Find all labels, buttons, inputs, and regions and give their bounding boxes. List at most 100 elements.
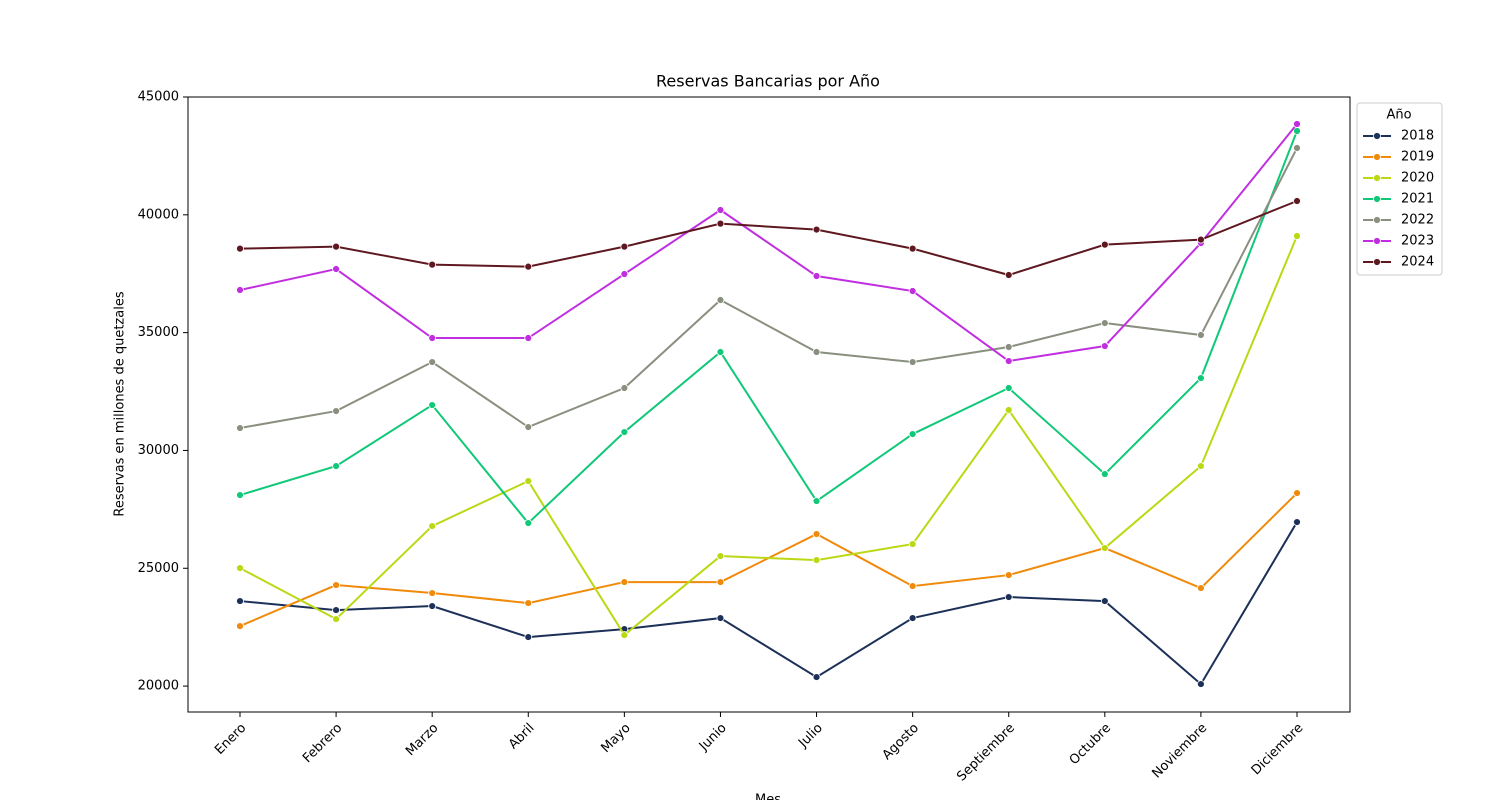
data-point — [1293, 144, 1301, 152]
data-point — [1100, 470, 1109, 478]
legend-marker — [1373, 174, 1381, 182]
data-point — [812, 556, 821, 564]
chart-title: Reservas Bancarias por Año — [656, 72, 880, 91]
data-point — [620, 631, 629, 639]
y-tick-label: 30000 — [138, 443, 179, 458]
y-tick-label: 25000 — [138, 561, 179, 576]
x-tick-label: Septiembre — [954, 721, 1018, 785]
data-point — [1004, 571, 1013, 579]
x-tick-label: Marzo — [403, 721, 441, 759]
series-line — [239, 130, 1298, 525]
data-point — [524, 262, 533, 271]
x-tick-label: Noviembre — [1149, 721, 1210, 782]
data-point — [524, 423, 533, 431]
data-point — [812, 348, 821, 356]
data-point — [1293, 518, 1301, 526]
legend-label: 2021 — [1401, 192, 1434, 207]
data-point — [332, 615, 340, 623]
data-point — [716, 578, 725, 586]
y-tick-label: 20000 — [138, 679, 179, 694]
data-point — [908, 582, 917, 590]
data-point — [1100, 319, 1109, 327]
data-point — [908, 540, 917, 548]
data-point — [908, 614, 917, 622]
legend-marker — [1373, 153, 1381, 161]
legend-label: 2023 — [1401, 234, 1434, 249]
data-point — [236, 491, 244, 499]
data-point — [1293, 197, 1301, 205]
legend-title: Año — [1386, 108, 1411, 123]
data-point — [428, 358, 437, 366]
data-point — [236, 622, 244, 630]
x-tick-label: Febrero — [300, 721, 345, 766]
data-point — [620, 428, 629, 436]
data-point — [1197, 462, 1205, 470]
x-axis-label: Mes — [755, 793, 781, 800]
data-point — [1004, 271, 1013, 279]
data-point — [812, 530, 821, 538]
data-point — [524, 633, 533, 641]
data-point — [620, 384, 629, 392]
data-point — [524, 477, 533, 485]
series-line — [239, 123, 1298, 363]
data-point — [620, 242, 629, 251]
data-point — [236, 564, 244, 572]
series-line — [239, 147, 1298, 430]
x-tick-label: Diciembre — [1249, 721, 1307, 779]
legend-label: 2022 — [1401, 213, 1434, 228]
x-tick-label: Octubre — [1067, 721, 1114, 768]
data-point — [236, 286, 244, 294]
data-point — [1004, 357, 1013, 365]
data-point — [1100, 240, 1109, 249]
data-point — [236, 244, 244, 253]
data-point — [428, 522, 437, 530]
data-point — [716, 348, 725, 356]
data-point — [1100, 597, 1109, 605]
data-point — [428, 602, 437, 610]
data-point — [1293, 489, 1301, 497]
data-point — [1004, 593, 1013, 601]
data-point — [524, 519, 533, 527]
data-point — [1197, 374, 1205, 382]
data-point — [1293, 120, 1301, 128]
x-tick-label: Agosto — [880, 721, 922, 763]
data-point — [332, 265, 340, 273]
data-point — [716, 552, 725, 560]
data-point — [908, 244, 917, 253]
data-point — [1100, 342, 1109, 350]
data-point — [812, 497, 821, 505]
data-point — [716, 206, 725, 214]
data-point — [716, 296, 725, 304]
data-point — [812, 673, 821, 681]
series-line — [239, 521, 1298, 686]
data-point — [332, 581, 340, 589]
data-point — [428, 589, 437, 597]
data-point — [812, 272, 821, 280]
data-point — [524, 599, 533, 607]
legend-marker — [1373, 216, 1381, 224]
data-point — [716, 614, 725, 622]
data-point — [908, 358, 917, 366]
data-point — [1100, 544, 1109, 552]
data-point — [332, 462, 340, 470]
y-tick-label: 35000 — [138, 325, 179, 340]
legend-marker — [1373, 195, 1381, 203]
data-point — [908, 287, 917, 295]
plot-frame — [187, 96, 1351, 713]
legend-label: 2019 — [1401, 150, 1434, 165]
legend-label: 2018 — [1401, 129, 1434, 144]
data-point — [1197, 235, 1205, 244]
data-point — [1293, 232, 1301, 240]
data-point — [332, 407, 340, 415]
data-point — [1197, 584, 1205, 592]
legend-box — [1356, 102, 1443, 276]
series-line — [239, 200, 1298, 277]
x-tick-label: Julio — [795, 721, 826, 752]
data-point — [908, 430, 917, 438]
data-point — [332, 606, 340, 614]
x-tick-label: Enero — [212, 721, 249, 758]
data-point — [1197, 680, 1205, 688]
data-point — [620, 270, 629, 278]
data-point — [428, 260, 437, 269]
